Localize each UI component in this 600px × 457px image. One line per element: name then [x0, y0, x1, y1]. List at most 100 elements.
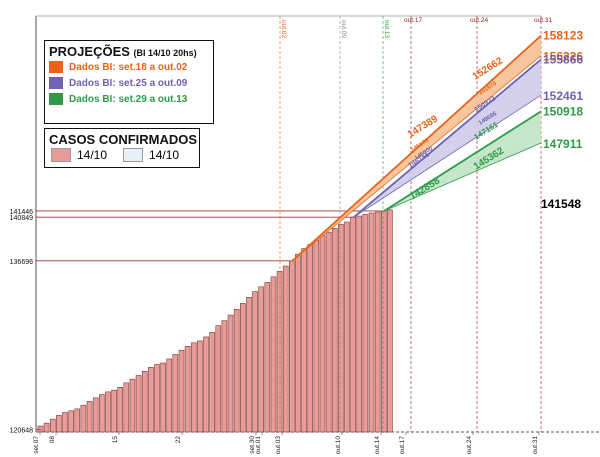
bar: [129, 378, 136, 433]
bar: [319, 235, 326, 433]
bar: [387, 209, 393, 433]
cases-legend-item-2: 14/10: [149, 148, 180, 162]
bar: [123, 382, 130, 433]
projection-lower-line: [384, 142, 542, 212]
bar: [215, 325, 222, 433]
bar: [105, 391, 111, 433]
x-tick-label: out.14: [374, 436, 381, 454]
bar: [276, 270, 283, 433]
x-tick-label: out.01: [255, 436, 262, 454]
top-date-label: out.09: [340, 20, 347, 38]
bar: [227, 314, 234, 433]
bar: [166, 358, 173, 433]
top-date-label: out.13: [383, 20, 390, 38]
bar: [252, 291, 258, 433]
bar: [338, 223, 344, 433]
bar: [233, 309, 240, 433]
top-date-label: out.02: [280, 20, 287, 38]
bar: [56, 415, 62, 433]
projection-end-label-lower: 147911: [543, 137, 583, 151]
bar: [246, 297, 252, 433]
projection-lower-line: [292, 55, 542, 262]
bar: [295, 253, 301, 433]
projection-end-label-upper: 158123: [543, 29, 583, 43]
x-tick-label: 15: [112, 436, 119, 444]
x-tick-label: 22: [175, 436, 182, 444]
bar: [270, 276, 277, 433]
bar: [331, 228, 338, 433]
cases-legend: CASOS CONFIRMADOS 14/10 14/10: [44, 128, 200, 168]
bar: [190, 342, 197, 433]
bar: [368, 212, 375, 433]
bar: [148, 366, 154, 433]
bar: [203, 336, 209, 433]
bar: [117, 387, 123, 433]
bar: [313, 239, 320, 433]
cases-swatch-2: [123, 148, 144, 162]
y-tick-label: 136696: [10, 259, 33, 266]
bar: [141, 370, 148, 433]
projection-end-label-upper: 155866: [543, 52, 583, 66]
bar: [154, 364, 160, 433]
bar: [362, 214, 369, 433]
legend-item-purple: Dados BI: set.25 a out.09: [45, 75, 213, 91]
bar: [374, 211, 381, 433]
x-tick-label: out.10: [335, 436, 342, 454]
x-tick-label: out.17: [399, 436, 406, 454]
bar: [92, 397, 99, 433]
x-tick-label: out.03: [275, 436, 282, 454]
y-tick-label: 140849: [10, 215, 33, 222]
bar: [172, 354, 179, 433]
bar: [264, 282, 271, 433]
legend-title: PROJEÇÕES (BI 14/10 20hs): [49, 44, 197, 59]
x-tick-label: 08: [49, 436, 56, 444]
bar: [289, 260, 295, 433]
legend-item-green: Dados BI: set.29 a out.13: [45, 91, 213, 107]
projection-upper-line: [353, 58, 542, 218]
top-date-label: out.31: [534, 17, 552, 24]
projection-end-label-lower: 152461: [543, 89, 583, 103]
cases-swatch-1: [51, 148, 71, 162]
top-date-label: out.17: [404, 17, 422, 24]
bar: [80, 404, 87, 433]
bar: [197, 340, 203, 433]
bar: [301, 248, 307, 433]
bar: [99, 394, 105, 433]
legend-item-orange: Dados BI: set.18 a out.02: [45, 59, 213, 75]
bar: [221, 320, 228, 433]
y-tick-label: 141446: [10, 209, 33, 216]
bar: [239, 303, 246, 433]
bar: [258, 286, 264, 433]
bar: [135, 375, 142, 433]
cases-legend-item-1: 14/10: [77, 148, 108, 162]
bar: [325, 231, 332, 433]
x-tick-label: out.24: [466, 436, 473, 454]
top-date-label: out.24: [470, 17, 488, 24]
y-tick-label: 120648: [10, 427, 33, 434]
bar: [62, 412, 68, 433]
projection-end-label-lower: 156226: [543, 50, 583, 64]
x-tick-label: set.30: [249, 436, 256, 454]
projection-lower-line: [353, 94, 542, 218]
bar: [178, 349, 185, 433]
current-value-label: 141548: [541, 197, 581, 211]
projections-legend: PROJEÇÕES (BI 14/10 20hs) Dados BI: set.…: [44, 40, 214, 124]
x-tick-label: set.07: [33, 436, 40, 454]
bar: [68, 410, 74, 433]
bar: [74, 408, 81, 433]
bar: [49, 418, 56, 433]
cases-legend-title: CASOS CONFIRMADOS: [49, 132, 198, 147]
bar: [184, 345, 191, 433]
bar: [160, 362, 166, 433]
x-tick-label: out.31: [532, 436, 539, 454]
projection-end-label-upper: 150918: [543, 104, 583, 118]
projection-upper-line: [383, 110, 542, 212]
bar: [282, 265, 289, 433]
bar: [111, 389, 117, 433]
bar: [344, 221, 350, 433]
bar: [380, 210, 387, 433]
bar: [209, 332, 215, 433]
projection-inner-label: 142858: [408, 175, 442, 202]
bar: [356, 215, 363, 433]
